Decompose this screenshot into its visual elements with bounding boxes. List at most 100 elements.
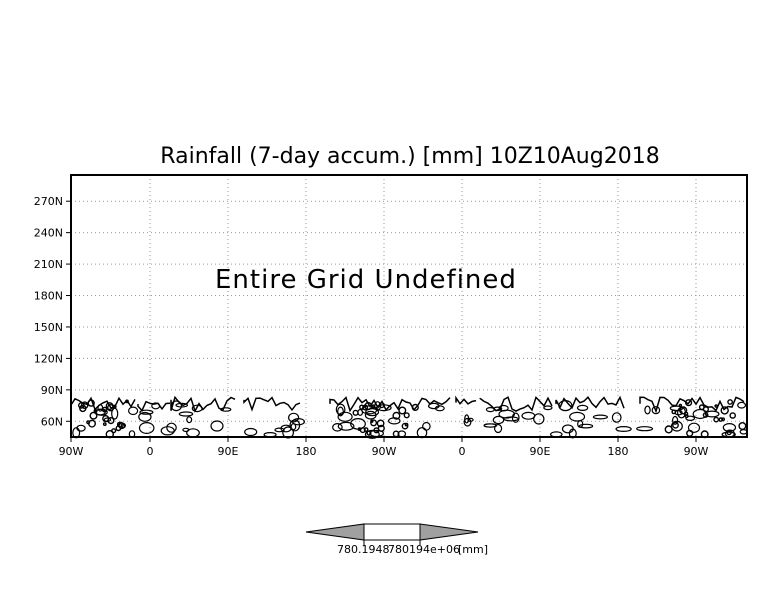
colorbar-right-triangle [419, 523, 479, 541]
coast-detail [698, 404, 705, 411]
island-outline [289, 419, 301, 432]
coast-detail [729, 412, 737, 419]
island-outline [498, 404, 509, 412]
island-outline [292, 418, 306, 426]
island-outline [220, 407, 232, 412]
coast-detail [352, 409, 359, 416]
island-outline [138, 411, 152, 422]
coast-detail [373, 427, 380, 434]
island-outline [178, 411, 194, 417]
colorbar: 780.1948 780194e+06 [mm] [305, 523, 488, 556]
island-outline [160, 426, 175, 436]
coast-detail [713, 416, 720, 423]
island-outline [492, 415, 505, 425]
coast-detail [101, 406, 108, 413]
chart-title: Rainfall (7-day accum.) [mm] 10Z10Aug201… [160, 144, 659, 169]
island-outline [687, 422, 701, 433]
island-outline [365, 408, 380, 417]
coast-detail [726, 429, 732, 436]
x-tick-label: 90W [372, 445, 397, 458]
y-tick-label: 150N [34, 321, 63, 334]
coast-detail [392, 411, 401, 420]
island-outline [427, 402, 440, 410]
island-outline [611, 412, 622, 423]
coast-detail [672, 421, 679, 429]
coast-detail [359, 404, 365, 410]
coast-detail [87, 399, 95, 407]
coast-detail [102, 415, 110, 423]
coast-detail [718, 417, 724, 422]
x-tick-label: 90E [218, 445, 239, 458]
island-outline [577, 420, 584, 428]
island-outline [244, 427, 258, 437]
island-outline [288, 412, 300, 423]
coast-detail [370, 419, 378, 427]
coast-detail [398, 406, 407, 415]
colorbar-label-unit: [mm] [458, 543, 488, 556]
island-outline [464, 414, 470, 424]
colorbar-label-max: 780194e+06 [388, 543, 460, 556]
colorbar-label-min: 780.1948 [337, 543, 390, 556]
coast-detail [714, 404, 719, 408]
coast-detail [93, 409, 98, 414]
island-outline [592, 414, 609, 420]
coast-detail [401, 422, 409, 430]
island-outline [494, 423, 503, 434]
coast-detail [664, 425, 673, 434]
island-outline [685, 415, 696, 421]
x-tick-label: 0 [147, 445, 154, 458]
island-outline [483, 423, 498, 428]
y-tick-label: 120N [34, 352, 63, 365]
x-tick-label: 180 [296, 445, 317, 458]
island-outline [644, 405, 651, 415]
coast-detail [117, 422, 121, 426]
island-outline [175, 402, 188, 408]
island-outline [636, 426, 654, 432]
coast-detail [366, 430, 372, 436]
coast-detail [738, 422, 747, 431]
undefined-grid-message: Entire Grid Undefined [215, 265, 517, 295]
island-outline [128, 406, 139, 416]
coastline-segment [455, 395, 477, 405]
coast-detail [720, 406, 729, 415]
coast-detail [371, 404, 376, 409]
island-outline [739, 428, 748, 435]
island-outline [364, 429, 380, 439]
coast-detail [89, 411, 98, 420]
coastline-segment [555, 395, 625, 410]
coast-detail [678, 403, 683, 408]
island-outline [521, 411, 536, 420]
island-outline [503, 416, 519, 422]
island-outline [463, 417, 472, 427]
island-outline [337, 421, 355, 431]
island-outline [210, 420, 224, 432]
y-tick-label: 60N [41, 415, 63, 428]
y-axis-ticks: 60N 90N 120N 150N 180N 210N 240N 270N [34, 195, 71, 428]
island-outline [166, 422, 177, 433]
coastline-segment [479, 395, 553, 412]
coast-detail [671, 409, 677, 415]
island-outline [337, 411, 353, 422]
island-outline [191, 404, 203, 413]
island-outline [274, 427, 285, 433]
coast-detail [727, 399, 733, 405]
colorbar-left-triangle [305, 523, 365, 541]
island-outline [467, 417, 474, 422]
colorbar-center-box [363, 523, 421, 541]
y-tick-label: 180N [34, 290, 63, 303]
island-outline [704, 410, 720, 418]
island-outline [332, 422, 343, 432]
coastline-segment [243, 396, 301, 412]
island-outline [422, 421, 431, 431]
island-outline [722, 423, 737, 433]
island-outline [186, 416, 193, 424]
x-axis-ticks: 90W 0 90E 180 90W 0 90E 180 90W [59, 437, 709, 458]
island-outline [737, 401, 747, 409]
coast-detail [376, 419, 385, 428]
coast-detail [411, 403, 419, 412]
coastline-segment [329, 396, 451, 413]
island-outline [671, 415, 679, 425]
island-outline [335, 403, 346, 416]
x-tick-label: 180 [608, 445, 629, 458]
coastline-segment [70, 396, 136, 411]
